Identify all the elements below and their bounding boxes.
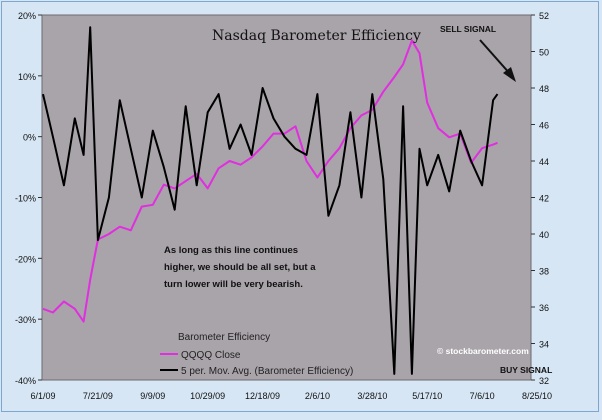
chart-title: Nasdaq Barometer Efficiency bbox=[212, 28, 421, 44]
x-tick-label: 10/29/09 bbox=[190, 391, 225, 401]
x-tick-label: 7/6/10 bbox=[470, 391, 495, 401]
sell-signal-label: SELL SIGNAL bbox=[440, 24, 496, 34]
right-tick-label: 46 bbox=[539, 121, 549, 131]
left-tick-label: 10% bbox=[18, 72, 36, 82]
legend: Barometer Efficiency QQQQ Close 5 per. M… bbox=[160, 332, 353, 377]
right-tick-label: 34 bbox=[539, 340, 549, 350]
x-tick-label: 5/17/10 bbox=[412, 391, 442, 401]
chart-frame bbox=[1, 1, 599, 412]
left-tick-label: -10% bbox=[15, 194, 36, 204]
legend-title: Barometer Efficiency bbox=[178, 332, 270, 343]
right-tick-label: 44 bbox=[539, 157, 549, 167]
legend-entry-moving-average: 5 per. Mov. Avg. (Barometer Efficiency) bbox=[181, 366, 353, 377]
x-tick-label: 6/1/09 bbox=[30, 391, 55, 401]
x-axis: 6/1/09 7/21/09 9/9/09 10/29/09 12/18/09 2/6/1… bbox=[30, 391, 552, 401]
x-tick-label: 3/28/10 bbox=[357, 391, 387, 401]
legend-entry-qqqq: QQQQ Close bbox=[181, 350, 241, 361]
plot-area bbox=[41, 14, 532, 381]
series-line-qqqq-close bbox=[42, 39, 498, 323]
copyright-label: © stockbarometer.com bbox=[437, 346, 529, 356]
left-tick-label: -20% bbox=[15, 254, 36, 264]
x-tick-label: 7/21/09 bbox=[83, 391, 113, 401]
left-tick-label: -30% bbox=[15, 315, 36, 325]
sell-signal-arrow bbox=[479, 39, 516, 82]
x-tick-label: 2/6/10 bbox=[305, 391, 330, 401]
right-tick-label: 52 bbox=[539, 11, 549, 21]
right-tick-label: 36 bbox=[539, 303, 549, 313]
commentary-note: As long as this line continues higher, we… bbox=[164, 245, 316, 290]
commentary-line: As long as this line continues bbox=[164, 245, 298, 256]
commentary-line: turn lower will be very bearish. bbox=[164, 279, 303, 290]
series-line-moving-average bbox=[42, 26, 499, 375]
right-tick-label: 50 bbox=[539, 48, 549, 58]
left-tick-label: 20% bbox=[18, 11, 36, 21]
right-tick-label: 38 bbox=[539, 267, 549, 277]
left-tick-label: 0% bbox=[23, 133, 36, 143]
series-layer bbox=[42, 26, 499, 375]
right-tick-label: 48 bbox=[539, 84, 549, 94]
right-tick-label: 32 bbox=[539, 376, 549, 386]
x-tick-label: 9/9/09 bbox=[140, 391, 165, 401]
right-axis: 52 50 48 46 44 42 40 38 36 34 32 bbox=[531, 11, 549, 386]
left-axis: 20% 10% 0% -10% -20% -30% -40% bbox=[15, 11, 42, 386]
commentary-line: higher, we should be all set, but a bbox=[164, 262, 316, 273]
left-tick-label: -40% bbox=[15, 376, 36, 386]
right-tick-label: 42 bbox=[539, 194, 549, 204]
buy-signal-label: BUY SIGNAL bbox=[500, 365, 552, 375]
right-tick-label: 40 bbox=[539, 230, 549, 240]
x-tick-label: 12/18/09 bbox=[245, 391, 280, 401]
x-tick-label: 8/25/10 bbox=[522, 391, 552, 401]
